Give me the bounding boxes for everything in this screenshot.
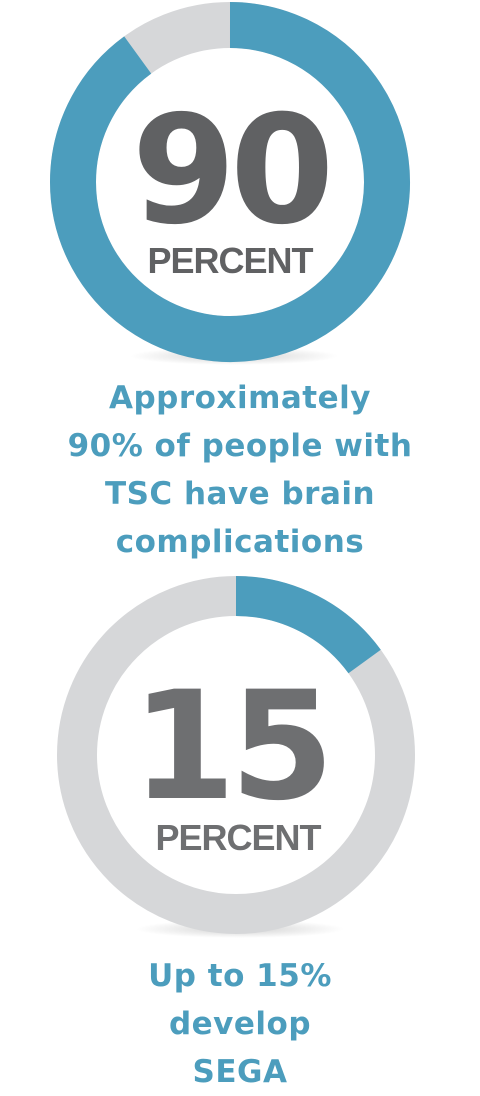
donut-chart-90: 90 PERCENT: [50, 2, 410, 365]
donut-value-arc: [235, 576, 381, 674]
caption-line: TSC have brain: [104, 476, 376, 512]
center-value: 90: [132, 84, 329, 258]
donut-chart-15: 15 PERCENT: [57, 576, 415, 938]
caption-line: SEGA: [192, 1054, 288, 1090]
caption-line: develop: [168, 1006, 312, 1042]
caption-line: complications: [115, 524, 365, 560]
center-value: 15: [132, 660, 329, 834]
center-label: PERCENT: [147, 240, 313, 281]
center-label: PERCENT: [155, 817, 321, 858]
caption-line: Up to 15%: [148, 958, 332, 994]
caption: Approximately 90% of people with TSC hav…: [40, 374, 440, 566]
caption-line: Approximately: [109, 380, 371, 416]
donut-value-arc: [50, 2, 410, 362]
stat-block-sega: 15 PERCENT Up to 15% develop SEGA: [0, 575, 480, 1090]
stat-block-brain-complications: 90 PERCENT Approximately 90% of people w…: [50, 2, 412, 560]
caption-line: 90% of people with: [67, 428, 413, 464]
caption: Up to 15% develop SEGA: [40, 952, 440, 1096]
